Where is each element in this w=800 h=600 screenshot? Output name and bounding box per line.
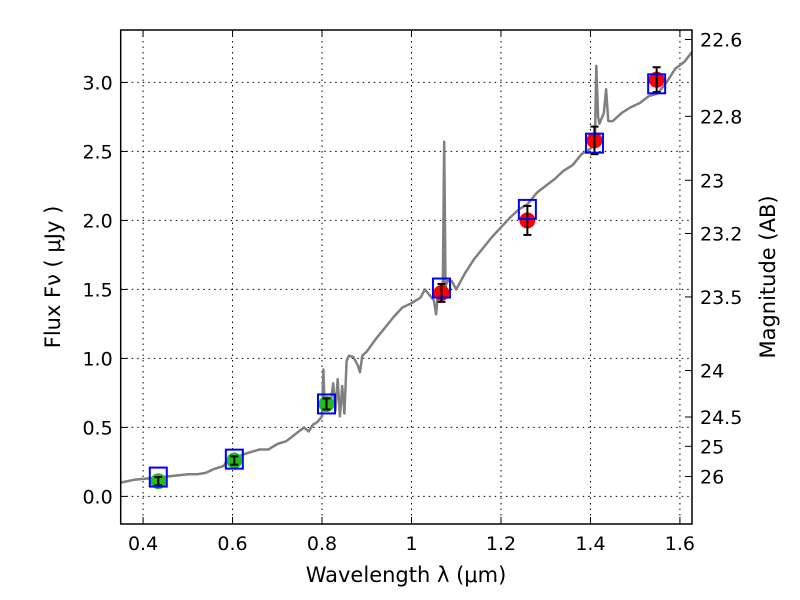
spectrum-line [120,51,692,484]
plot-frame [119,29,693,525]
y-tick-label: 2.0 [82,210,112,232]
y2-tick-label: 26 [700,466,724,488]
y-tick-label: 2.5 [82,141,112,163]
model-square [517,198,537,220]
y2-tick-label: 23.5 [700,287,742,309]
x-tick-label: 1.6 [665,533,695,555]
y2-tick-label: 22.8 [700,106,742,128]
y2-axis-label: Magnitude (AB) [756,195,780,358]
model-square [431,277,451,299]
y2-tick-label: 23 [700,170,724,192]
x-tick-label: 0.4 [128,533,158,555]
x-tick-label: 0.8 [307,533,337,555]
model-square [647,73,667,95]
y-tick-label: 0.5 [82,417,112,439]
y2-tick-label: 25 [700,436,724,458]
x-tick-label: 1 [405,533,417,555]
model-square [224,448,244,470]
model-square [584,132,604,154]
data-markers [148,66,667,490]
y2-tick-label: 24 [700,361,724,383]
y2-tick-label: 22.6 [700,29,742,51]
x-axis-label: Wavelength λ (μm) [306,563,507,587]
y2-tick-label: 23.2 [700,223,742,245]
axis-ticks: 0.4 0.6 0.8 1 1.2 1.4 1.6 0.0 0.5 1.0 1.5 2.0 2.5 3.0… [82,29,742,555]
y2-tick-label: 24.5 [700,407,742,429]
y-tick-label: 0.0 [82,486,112,508]
y-tick-label: 1.5 [82,279,112,301]
x-tick-label: 0.6 [217,533,247,555]
y-tick-label: 3.0 [82,72,112,94]
model-square [316,393,336,415]
model-square [148,466,168,488]
y-axis-label: Flux Fν ( μJy ) [41,206,65,349]
x-tick-label: 1.2 [486,533,516,555]
y-tick-label: 1.0 [82,348,112,370]
x-tick-label: 1.4 [575,533,605,555]
